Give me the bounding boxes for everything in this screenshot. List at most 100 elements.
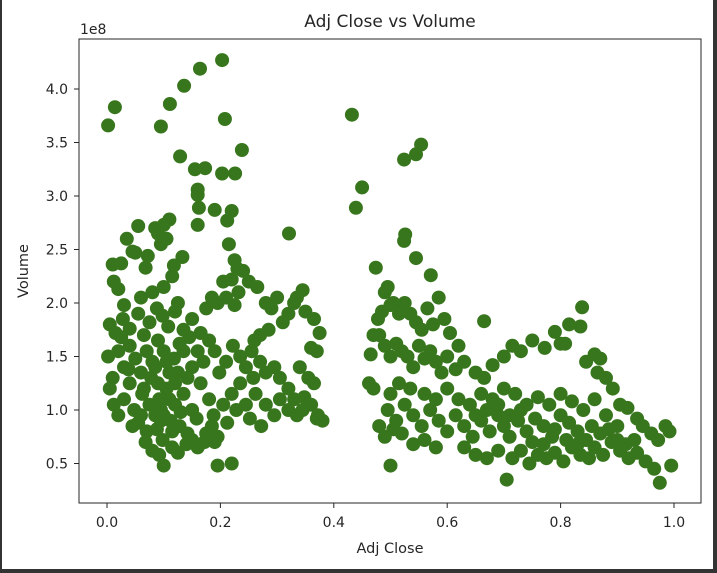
data-point [599,370,613,385]
figure-border [0,0,2,573]
data-point [386,296,401,310]
data-point [620,400,635,415]
data-point [502,429,517,444]
data-point [210,458,225,473]
data-point [426,317,440,332]
data-point [295,283,310,298]
data-point [528,411,543,426]
data-point [151,376,165,391]
data-point [272,370,287,385]
data-point [168,376,182,391]
data-point [242,411,257,426]
data-point [383,349,398,364]
data-point [114,256,129,271]
y-offset-label: 1e8 [80,22,106,38]
data-point [142,315,157,330]
y-tick-label: 0.5 [46,457,68,473]
data-point [233,349,248,364]
data-point [140,248,155,263]
data-point [482,424,497,439]
data-point [380,403,395,417]
x-tick-label: 0.6 [436,515,458,531]
data-point [499,472,514,487]
x-tick-label: 0.4 [323,515,345,531]
data-point [170,445,185,460]
data-point [105,370,120,385]
data-point [202,333,217,348]
data-point [244,344,259,359]
data-point [139,344,154,359]
data-point [131,306,146,321]
data-point [377,429,392,444]
data-point [156,458,171,473]
data-point [190,187,205,202]
data-point [414,419,429,434]
data-point [275,315,290,330]
data-point [372,328,387,343]
data-point [559,433,574,447]
data-point [392,306,406,321]
data-point [231,285,246,300]
data-point [372,419,387,434]
data-point [601,422,616,437]
data-point [173,405,188,420]
data-point [287,392,302,407]
data-point [247,333,262,348]
data-point [101,118,116,133]
data-point [122,338,137,353]
data-point [573,319,588,334]
data-point [221,237,236,252]
data-point [530,390,545,405]
data-point [355,180,370,195]
data-point [652,475,667,490]
data-point [547,445,562,460]
x-axis-label: Adj Close [356,541,423,557]
data-point [411,338,426,353]
data-point [233,376,248,391]
data-point [423,403,438,417]
data-point [216,397,231,412]
data-point [219,354,234,369]
data-point [272,392,287,407]
data-point [270,290,285,305]
data-point [172,336,187,351]
data-point [162,392,177,407]
data-point [491,443,506,458]
data-point [138,260,153,275]
data-point [134,408,148,423]
data-point [202,392,217,407]
data-point [162,212,177,227]
chart-title: Adj Close vs Volume [304,12,476,32]
data-point [651,433,666,447]
data-point [502,408,517,423]
data-point [431,413,446,428]
data-point [253,354,268,369]
data-point [189,411,204,426]
data-point [448,408,463,423]
data-point [267,408,282,423]
data-point [121,362,136,377]
data-point [185,360,200,375]
data-point [479,451,494,466]
data-point [227,298,242,313]
data-point [627,433,642,447]
data-point [220,213,235,228]
data-point [131,219,146,233]
data-point [238,360,253,375]
x-tick-label: 0.8 [549,515,571,531]
data-point [397,233,412,248]
data-point [451,338,466,353]
y-axis-label: Volume [16,244,32,298]
data-point [159,354,174,369]
data-point [547,422,562,437]
data-point [662,424,677,439]
data-point [238,397,253,412]
data-point [468,408,483,423]
data-point [496,419,511,434]
data-point [282,226,296,241]
data-point [196,354,211,369]
data-point [406,437,421,452]
data-point [289,408,304,423]
data-point [522,456,537,471]
data-point [155,308,170,323]
